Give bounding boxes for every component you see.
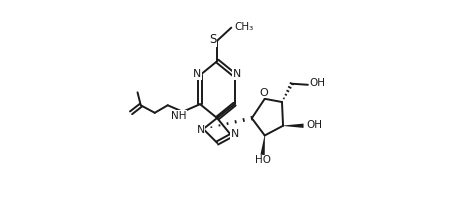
- Text: N: N: [231, 129, 239, 139]
- Text: O: O: [259, 88, 268, 98]
- Polygon shape: [261, 135, 265, 155]
- Text: N: N: [193, 69, 202, 79]
- Text: N: N: [233, 69, 241, 79]
- Text: OH: OH: [309, 78, 326, 88]
- Polygon shape: [283, 124, 304, 128]
- Text: S: S: [209, 33, 217, 46]
- Text: NH: NH: [171, 111, 187, 121]
- Text: HO: HO: [255, 155, 271, 165]
- Text: N: N: [197, 125, 205, 135]
- Text: OH: OH: [306, 120, 322, 130]
- Text: CH₃: CH₃: [234, 22, 253, 32]
